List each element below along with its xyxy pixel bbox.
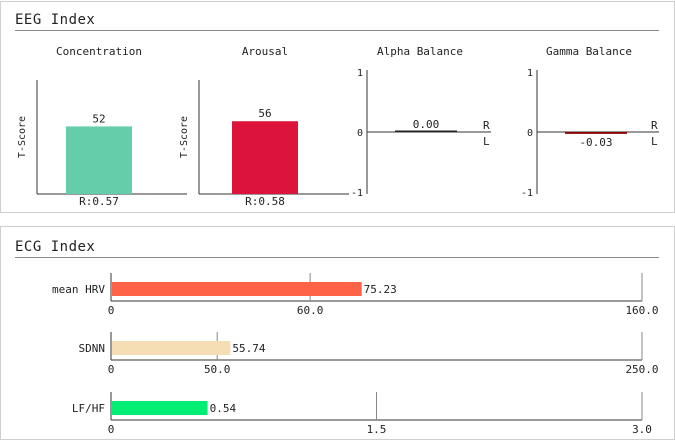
eeg-panel: EEG Index Concentration T-Score 52 R:0.57 Ar… <box>0 1 675 213</box>
x-tick-label: 0 <box>108 363 115 376</box>
x-tick-label: 0 <box>108 304 115 317</box>
x-tick-label: 50.0 <box>204 363 231 376</box>
bar-value-label: 55.74 <box>232 342 265 355</box>
ecg-panel: ECG Index 75.23 mean HRV 0 60.0 160.0 55.74 SD… <box>0 226 675 440</box>
bar-arousal <box>232 121 298 194</box>
row-label-lf-hf: LF/HF <box>72 402 105 415</box>
eeg-title: EEG Index <box>15 12 96 28</box>
eeg-title-rule <box>15 30 659 31</box>
left-label: L <box>483 135 490 148</box>
row-label-mean-hrv: mean HRV <box>52 283 105 296</box>
x-tick-label: 60.0 <box>297 304 324 317</box>
x-tick-label: 160.0 <box>625 304 658 317</box>
bar-value-label: 0.54 <box>210 402 237 415</box>
ecg-title-rule <box>15 257 659 258</box>
x-tick-label: 1.5 <box>367 423 387 436</box>
bar-value-label: 75.23 <box>364 283 397 296</box>
balance-value-label: 0.00 <box>413 118 440 131</box>
eeg-charts: Concentration T-Score 52 R:0.57 Arousal T-Sco… <box>17 45 659 208</box>
t-score-label: T-Score <box>179 116 190 158</box>
r-label: R:0.58 <box>245 195 285 208</box>
chart-title-alpha-balance: Alpha Balance <box>377 45 463 58</box>
chart-title-gamma-balance: Gamma Balance <box>546 45 632 58</box>
x-tick-label: 3.0 <box>632 423 652 436</box>
row-label-sdnn: SDNN <box>79 342 106 355</box>
r-label: R:0.57 <box>79 195 119 208</box>
bar-concentration <box>66 126 132 194</box>
left-label: L <box>651 135 658 148</box>
ecg-title: ECG Index <box>15 239 96 255</box>
bar-sdnn <box>112 341 231 355</box>
y-tick-label: 1 <box>357 68 363 79</box>
t-score-label: T-Score <box>17 116 28 158</box>
y-tick-label: 0 <box>527 128 533 139</box>
right-label: R <box>483 119 490 132</box>
x-tick-label: 0 <box>108 423 115 436</box>
balance-value-label: -0.03 <box>579 136 612 149</box>
balance-bar-gamma-balance <box>565 132 627 134</box>
y-tick-label: -1 <box>521 188 533 199</box>
right-label: R <box>651 119 658 132</box>
bar-value-label: 52 <box>92 112 105 125</box>
y-tick-label: 1 <box>527 68 533 79</box>
chart-title-concentration: Concentration <box>56 45 142 58</box>
y-tick-label: -1 <box>351 188 363 199</box>
y-tick-label: 0 <box>357 128 363 139</box>
bar-lf-hf <box>112 401 208 415</box>
bar-value-label: 56 <box>258 107 271 120</box>
balance-bar-alpha-balance <box>395 130 457 132</box>
x-tick-label: 250.0 <box>625 363 658 376</box>
bar-mean-hrv <box>112 282 362 296</box>
chart-title-arousal: Arousal <box>242 45 288 58</box>
